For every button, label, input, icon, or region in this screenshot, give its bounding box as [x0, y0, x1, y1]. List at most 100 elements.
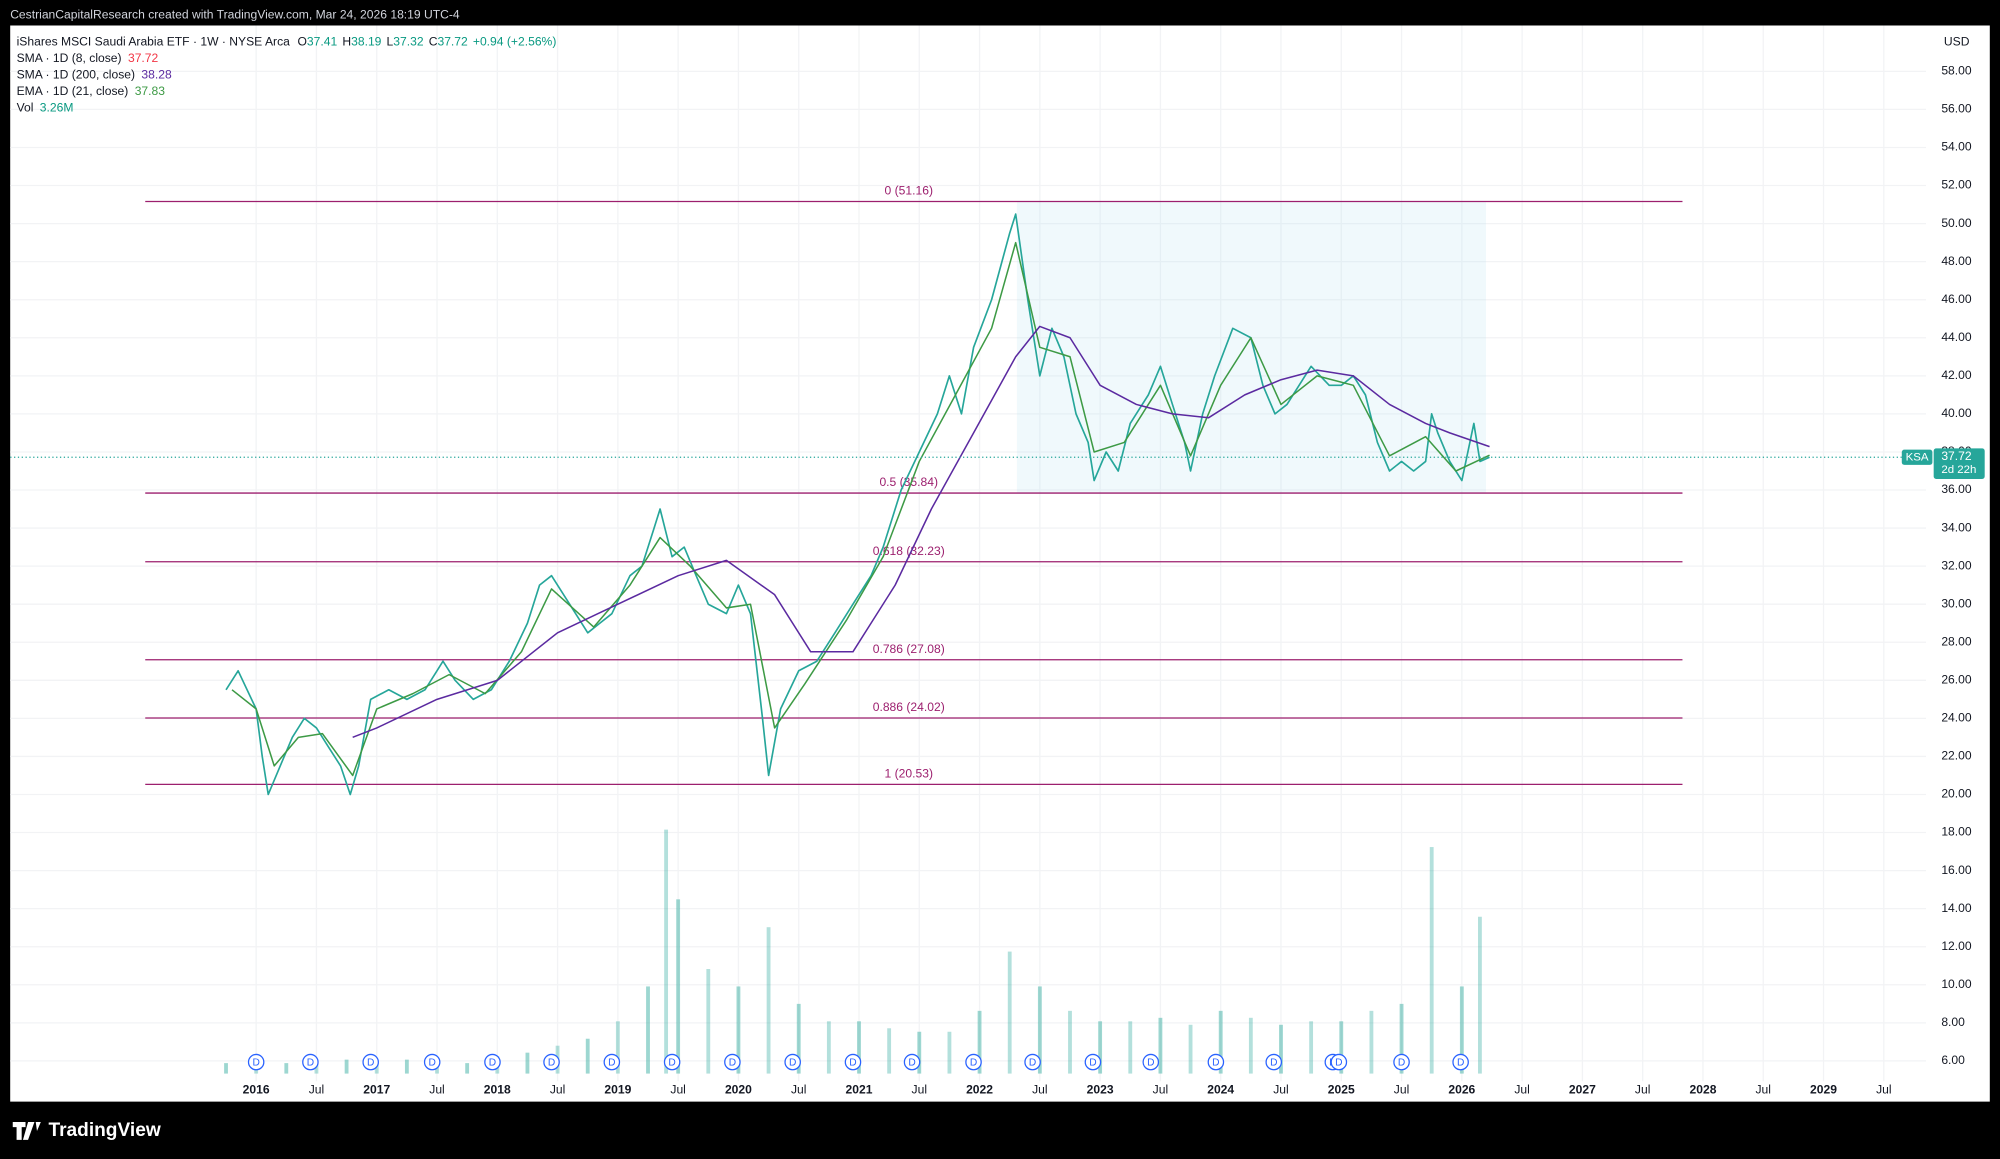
dividend-marker	[423, 1053, 441, 1071]
volume-bar	[525, 1052, 530, 1074]
credit: CestrianCapitalResearch created with Tra…	[10, 8, 460, 22]
price-tag-countdown: 2d 22h	[1941, 464, 1976, 476]
x-tick-label: 2018	[484, 1082, 511, 1096]
x-tick-label: 2021	[846, 1082, 873, 1096]
legend-indicator: SMA · 1D (8, close)	[17, 51, 122, 65]
legend-indicator-value: 37.83	[135, 84, 166, 98]
legend-ohlc-value: 37.41	[307, 34, 338, 48]
dividend-marker	[663, 1053, 681, 1071]
volume-bar	[887, 1028, 892, 1074]
dividend-label: D	[252, 1057, 259, 1068]
volume-bar	[1248, 1017, 1253, 1074]
y-tick-label: 36.00	[1941, 482, 1972, 496]
x-tick-label: Jul	[429, 1082, 444, 1096]
volume-bar	[646, 986, 650, 1074]
legend-indicator-value: 37.72	[128, 51, 159, 65]
dividend-label: D	[548, 1057, 555, 1068]
y-tick-label: 52.00	[1941, 178, 1972, 192]
x-tick-label: 2020	[725, 1082, 752, 1096]
y-tick-label: 30.00	[1941, 596, 1972, 610]
x-tick-label: Jul	[1514, 1082, 1529, 1096]
dividend-marker	[1265, 1053, 1283, 1071]
volume-bar	[284, 1063, 289, 1074]
series-line	[231, 241, 1490, 777]
dividend-label: D	[367, 1057, 374, 1068]
brand-logo	[12, 1122, 41, 1140]
legend-indicator-value: 38.28	[141, 67, 172, 81]
y-tick-label: 8.00	[1941, 1015, 1965, 1029]
volume-bar	[1037, 986, 1042, 1074]
range-box	[1016, 201, 1486, 494]
legend-ohlc-label: L	[387, 34, 394, 48]
legend-volume: Vol	[17, 101, 34, 115]
legend-ohlc-label: C	[429, 34, 438, 48]
volume-bar	[1098, 1021, 1103, 1074]
y-tick-label: 12.00	[1941, 939, 1972, 953]
dividend-marker	[543, 1053, 560, 1071]
y-tick-label: 40.00	[1941, 406, 1972, 420]
x-tick-label: Jul	[670, 1082, 685, 1096]
volume-bar	[404, 1059, 409, 1074]
volume-bar	[1068, 1010, 1072, 1074]
dividend-label: D	[970, 1057, 977, 1068]
dividend-marker	[302, 1053, 319, 1071]
y-tick-label: 18.00	[1941, 825, 1972, 839]
volume-bar	[676, 899, 681, 1074]
price-tag-box	[1901, 449, 1933, 465]
volume-bar	[1158, 1017, 1163, 1074]
fib-label: 0.786 (27.08)	[873, 642, 945, 656]
y-tick-label: 24.00	[1941, 711, 1972, 725]
x-tick-label: Jul	[309, 1082, 324, 1096]
legend-volume-value: 3.26M	[40, 101, 74, 115]
volume-bar	[1429, 847, 1434, 1074]
currency: USD	[1944, 34, 1970, 48]
y-tick-label: 20.00	[1941, 787, 1972, 801]
dividend-marker	[603, 1053, 621, 1071]
dividend-label: D	[429, 1057, 436, 1068]
x-tick-label: Jul	[912, 1082, 927, 1096]
x-tick-label: Jul	[791, 1082, 806, 1096]
dividend-label: D	[1212, 1057, 1219, 1068]
dividend-marker	[484, 1053, 501, 1071]
volume-bar	[1339, 1021, 1344, 1074]
y-tick-label: 56.00	[1941, 102, 1972, 116]
dividend-marker	[1452, 1053, 1469, 1071]
volume-bar	[857, 1021, 861, 1074]
dividend-label: D	[1270, 1057, 1277, 1068]
dividend-marker	[1207, 1053, 1225, 1071]
x-tick-label: Jul	[550, 1082, 565, 1096]
x-tick-label: Jul	[1273, 1082, 1288, 1096]
legend-indicator: SMA · 1D (200, close)	[17, 67, 135, 81]
price-tag-symbol: KSA	[1906, 451, 1929, 463]
x-tick-label: 2017	[363, 1082, 390, 1096]
volume-bar	[826, 1021, 831, 1074]
x-tick-label: 2025	[1328, 1082, 1355, 1096]
brand: TradingView	[48, 1120, 160, 1141]
y-tick-label: 50.00	[1941, 216, 1972, 230]
dividend-label: D	[307, 1057, 314, 1068]
volume-bar	[465, 1063, 470, 1074]
dividend-label: D	[608, 1057, 615, 1068]
dividend-label: D	[1147, 1057, 1154, 1068]
dividend-label: D	[1089, 1057, 1096, 1068]
x-tick-label: 2022	[966, 1082, 993, 1096]
legend-ohlc-value: 38.19	[351, 34, 382, 48]
volume-bar	[1369, 1010, 1374, 1074]
volume-bar	[917, 1031, 922, 1074]
fib-label: 1 (20.53)	[885, 766, 933, 780]
legend-change: +0.94 (+2.56%)	[473, 34, 557, 48]
legend-indicator: EMA · 1D (21, close)	[17, 84, 129, 98]
dividend-label: D	[1335, 1057, 1342, 1068]
dividend-marker	[784, 1053, 801, 1071]
x-tick-label: 2024	[1207, 1082, 1234, 1096]
volume-bar	[344, 1059, 349, 1074]
volume-bar	[766, 927, 771, 1074]
y-tick-label: 6.00	[1941, 1053, 1965, 1067]
fib-label: 0.886 (24.02)	[873, 700, 945, 714]
legend-ohlc-value: 37.32	[393, 34, 424, 48]
dividend-marker	[844, 1053, 862, 1071]
dividend-label: D	[789, 1057, 796, 1068]
legend-ohlc-label: O	[298, 34, 307, 48]
